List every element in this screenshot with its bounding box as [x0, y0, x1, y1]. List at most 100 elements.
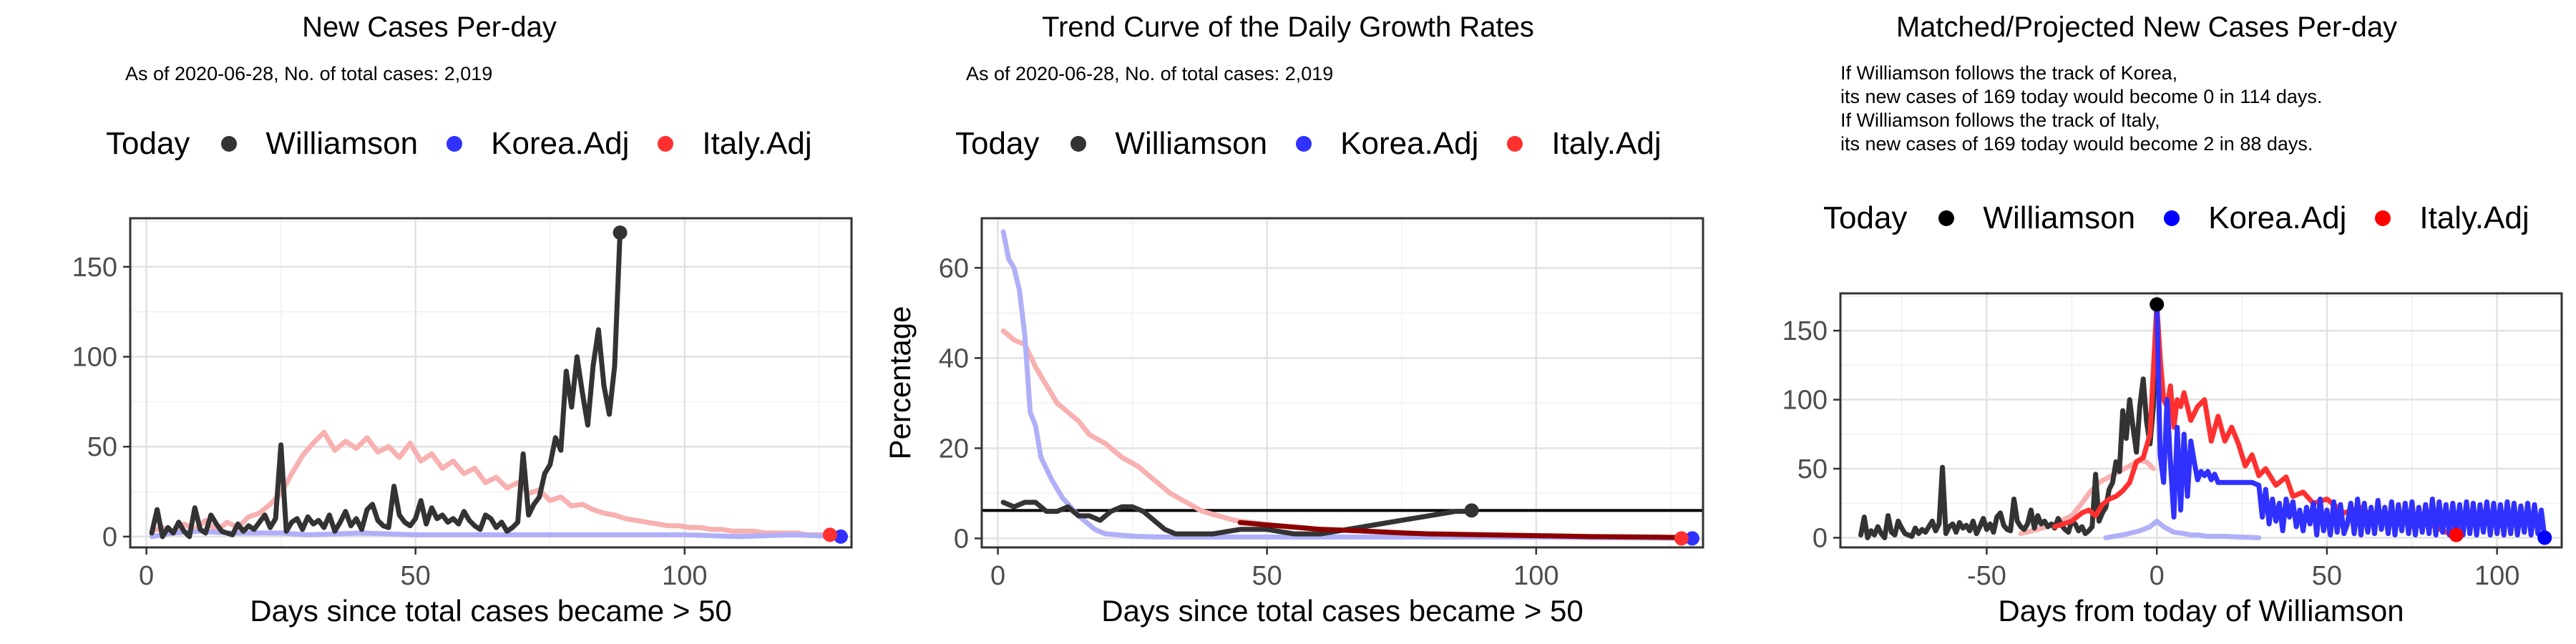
- plot-border: [980, 217, 1704, 549]
- y-tick-label: 0: [1813, 523, 1828, 553]
- series-line-italy-adj: [149, 429, 833, 537]
- legend-dot-icon: [1507, 136, 1523, 152]
- chart-plot-growth-rates: 0 50 100 0 20 40 60 Days since total cases beca…: [883, 217, 1704, 628]
- today-point-korea-adj: [1684, 531, 1699, 546]
- today-point-italy-adj: [822, 527, 837, 542]
- x-axis-label: Days since total cases became > 50: [250, 594, 732, 628]
- legend-dot-icon: [221, 136, 238, 152]
- y-tick-label: 20: [939, 434, 969, 464]
- x-axis-label: Days from today of Williamson: [1998, 594, 2404, 628]
- series-line-italy-williamson-overlap: [1237, 519, 1684, 540]
- legend-title: Today: [955, 126, 1040, 161]
- today-point-italy-adj: [2449, 527, 2464, 542]
- y-tick-label: 150: [72, 253, 117, 283]
- series-line-italy-adj: [2052, 301, 2459, 538]
- legend-dot-icon: [658, 136, 674, 152]
- legend-label: Italy.Adj: [1551, 126, 1662, 161]
- series-group: [982, 229, 1703, 541]
- legend-item-korea: Korea.Adj: [447, 126, 629, 162]
- chart-title: Trend Curve of the Daily Growth Rates: [1042, 11, 1534, 43]
- chart-panel-growth-rates: Trend Curve of the Daily Growth Rates As…: [859, 0, 1717, 644]
- chart-subtitle: As of 2020-06-28, No. of total cases: 2,…: [125, 63, 493, 84]
- today-point-williamson: [1464, 503, 1479, 518]
- chart-subtitle: As of 2020-06-28, No. of total cases: 2,…: [966, 63, 1334, 84]
- x-tick-label: 50: [1252, 561, 1282, 591]
- chart-note-line: its new cases of 169 today would become …: [1840, 133, 2313, 155]
- legend-dot-icon: [447, 136, 463, 152]
- x-tick-label: 100: [2474, 561, 2519, 591]
- legend-item-korea: Korea.Adj: [1296, 126, 1478, 162]
- chart-note-line: If Williamson follows the track of Italy…: [1840, 109, 2160, 131]
- x-tick-label: 0: [990, 561, 1005, 591]
- legend-dot-icon: [2164, 210, 2180, 226]
- series-group: [1858, 301, 2547, 540]
- chart-plot-new-cases: 0 50 100 0 50 100 150 Days since total cases be…: [72, 217, 853, 628]
- series-line-italy-adj: [1000, 328, 1684, 540]
- legend-item-italy: Italy.Adj: [658, 126, 812, 162]
- x-axis-label: Days since total cases became > 50: [1101, 594, 1584, 628]
- legend-label: Williamson: [1115, 126, 1268, 161]
- x-tick-label: -50: [1967, 561, 2006, 591]
- today-point-williamson: [613, 225, 628, 240]
- series-line-williamson: [1000, 499, 1474, 537]
- legend-label: Korea.Adj: [491, 126, 630, 161]
- legend-label: Williamson: [265, 126, 419, 161]
- today-point-korea-adj: [2537, 530, 2552, 545]
- x-tick-label: 0: [139, 561, 154, 591]
- y-tick-label: 0: [954, 524, 969, 554]
- y-tick-label: 40: [939, 343, 969, 374]
- y-tick-label: 100: [1782, 386, 1828, 416]
- legend-item-williamson: Williamson: [221, 126, 418, 162]
- series-line-korea-adj: [2154, 301, 2547, 540]
- legend-item-korea: Korea.Adj: [2164, 200, 2346, 236]
- y-tick-label: 50: [1797, 454, 1828, 484]
- y-axis-label: Percentage: [883, 306, 917, 460]
- legend-dot-icon: [1938, 210, 1955, 226]
- y-tick-label: 0: [102, 522, 117, 552]
- legend-label: Williamson: [1983, 200, 2136, 235]
- today-point-williamson: [2150, 297, 2165, 312]
- chart-note-line: If Williamson follows the track of Korea…: [1840, 62, 2178, 84]
- legend-title: Today: [106, 126, 190, 161]
- legend-dot-icon: [1070, 136, 1087, 152]
- chart-plot-projected: -50 0 50 100 0 50 100 150 Days from today of Wil…: [1782, 292, 2563, 628]
- legend-label: Korea.Adj: [1340, 126, 1479, 161]
- chart-legend: Today Williamson Korea.Adj Italy.Adj: [106, 126, 841, 162]
- legend-label: Korea.Adj: [2208, 200, 2347, 235]
- x-tick-label: 0: [2150, 561, 2165, 591]
- legend-title: Today: [1823, 200, 1908, 235]
- x-tick-label: 100: [1513, 561, 1558, 591]
- legend-label: Italy.Adj: [2419, 200, 2529, 235]
- chart-panel-new-cases: New Cases Per-day As of 2020-06-28, No. …: [0, 0, 859, 644]
- series-group: [149, 230, 844, 540]
- legend-item-williamson: Williamson: [1938, 200, 2135, 236]
- y-tick-label: 150: [1782, 316, 1828, 346]
- chart-legend: Today Williamson Korea.Adj Italy.Adj: [955, 126, 1690, 162]
- series-line-williamson: [149, 230, 623, 540]
- grid: [130, 218, 852, 547]
- plot-border: [1839, 292, 2563, 549]
- x-tick-label: 50: [401, 561, 431, 591]
- series-line-korea-adj: [1000, 229, 1695, 541]
- chart-title: New Cases Per-day: [302, 11, 557, 43]
- legend-dot-icon: [1296, 136, 1312, 152]
- chart-panel-projected: Matched/Projected New Cases Per-day If W…: [1717, 0, 2576, 644]
- legend-label: Italy.Adj: [702, 126, 812, 161]
- series-line-korea-adj: [149, 528, 844, 540]
- chart-note-line: its new cases of 169 today would become …: [1840, 86, 2323, 107]
- legend-dot-icon: [2375, 210, 2391, 226]
- plot-border: [129, 217, 853, 549]
- legend-item-italy: Italy.Adj: [2375, 200, 2529, 236]
- series-line-korea-adj-faint: [2103, 518, 2262, 540]
- legend-item-italy: Italy.Adj: [1507, 126, 1662, 162]
- grid: [1840, 293, 2562, 547]
- grid: [982, 218, 1703, 547]
- y-tick-label: 100: [72, 343, 117, 373]
- today-point-italy-adj: [1674, 531, 1689, 546]
- y-tick-label: 60: [939, 253, 969, 283]
- x-tick-label: 100: [662, 561, 707, 591]
- legend-item-williamson: Williamson: [1070, 126, 1267, 162]
- chart-legend: Today Williamson Korea.Adj Italy.Adj: [1823, 200, 2558, 236]
- chart-title: Matched/Projected New Cases Per-day: [1896, 11, 2398, 43]
- chart-notes: If Williamson follows the track of Korea…: [1840, 62, 2322, 156]
